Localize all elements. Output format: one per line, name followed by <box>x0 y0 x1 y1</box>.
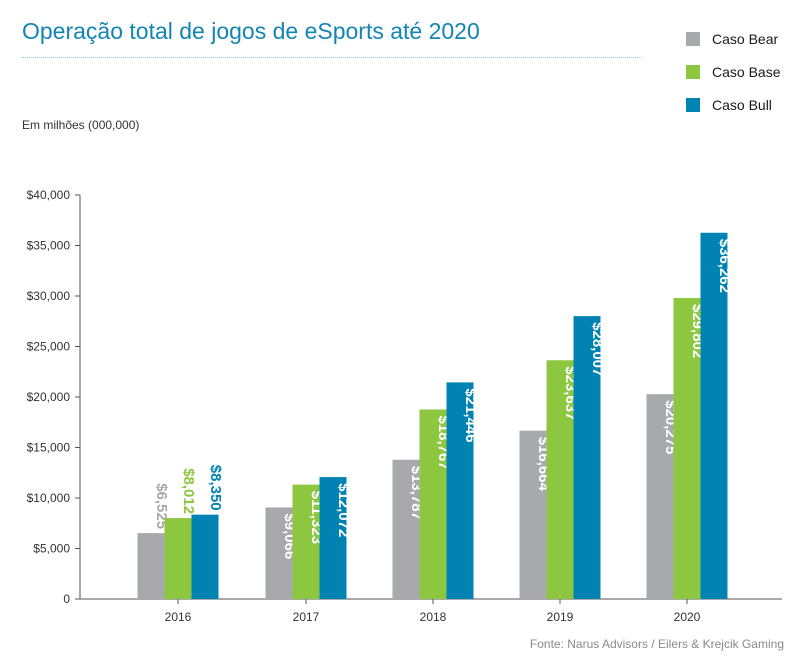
unit-label: Em milhões (000,000) <box>22 118 140 132</box>
y-tick-label: $35,000 <box>27 239 71 253</box>
legend-swatch-base <box>686 64 700 79</box>
bar <box>137 533 165 599</box>
legend-label-base: Caso Base <box>712 63 781 80</box>
legend-swatch-bull <box>686 97 700 112</box>
bar <box>265 507 293 599</box>
title-divider <box>22 57 642 58</box>
source-note: Fonte: Narus Advisors / Eilers & Krejcik… <box>529 637 784 651</box>
bar-value-label: $36,262 <box>716 239 733 293</box>
bar-value-label: $8,350 <box>207 465 224 511</box>
legend-swatch-bear <box>686 31 700 46</box>
bar <box>191 514 219 599</box>
x-tick-label: 2017 <box>293 610 320 624</box>
y-tick-label: $5,000 <box>33 542 70 556</box>
y-tick-label: $30,000 <box>27 289 71 303</box>
bar-value-label: $8,012 <box>180 468 197 514</box>
bar <box>546 360 574 599</box>
legend-label-bull: Caso Bull <box>712 96 772 113</box>
legend-item-bear: Caso Bear <box>686 22 780 55</box>
bar <box>700 232 728 600</box>
x-tick-label: 2020 <box>674 610 701 624</box>
bar-value-label: $6,525 <box>153 483 170 529</box>
legend-item-base: Caso Base <box>686 55 780 88</box>
bar <box>419 409 447 599</box>
bar-value-label: $28,007 <box>589 322 606 376</box>
y-tick-label: $15,000 <box>27 441 71 455</box>
x-tick-label: 2019 <box>547 610 574 624</box>
bar <box>319 477 347 599</box>
legend-item-bull: Caso Bull <box>686 88 780 121</box>
y-tick-label: 0 <box>63 592 70 606</box>
y-tick-label: $10,000 <box>27 491 71 505</box>
x-tick-label: 2016 <box>165 610 192 624</box>
bar <box>392 459 420 599</box>
bar <box>673 297 701 599</box>
y-tick-label: $40,000 <box>27 188 71 202</box>
bar <box>292 484 320 599</box>
legend: Caso Bear Caso Base Caso Bull <box>686 22 780 121</box>
y-tick-label: $25,000 <box>27 340 71 354</box>
bar-value-label: $21,446 <box>462 388 479 442</box>
bar-value-label: $12,072 <box>335 483 352 537</box>
chart-title: Operação total de jogos de eSports até 2… <box>22 18 480 44</box>
bar <box>164 518 192 599</box>
bar <box>519 430 547 599</box>
bar <box>446 382 474 599</box>
bar <box>573 316 601 599</box>
bar <box>646 394 674 599</box>
x-tick-label: 2018 <box>420 610 447 624</box>
legend-label-bear: Caso Bear <box>712 30 779 47</box>
y-tick-label: $20,000 <box>27 390 71 404</box>
